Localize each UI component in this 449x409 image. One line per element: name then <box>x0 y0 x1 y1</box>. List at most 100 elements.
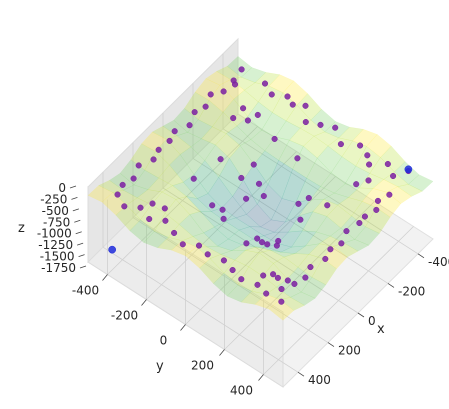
surface-patch <box>199 258 225 284</box>
scatter-point <box>121 203 128 210</box>
scatter-point <box>273 242 280 249</box>
surface-patch <box>283 253 310 268</box>
x-tick-mark <box>387 283 395 288</box>
y-tick-label: -400 <box>72 284 99 298</box>
surface-patch <box>182 174 209 199</box>
surface-patch <box>143 230 169 249</box>
surface-patch <box>278 139 304 170</box>
surface-patch <box>129 219 155 243</box>
surface-patch <box>190 138 216 161</box>
scatter-point <box>137 204 144 211</box>
surface-patch <box>352 129 378 147</box>
surface-patch <box>337 197 363 217</box>
y-tick-mark <box>102 274 108 281</box>
z-tick-mark <box>78 254 85 257</box>
surface-patch <box>318 235 345 247</box>
surface-patch <box>266 243 293 253</box>
x-tick-label: -200 <box>398 284 425 298</box>
surface-patch <box>199 211 226 228</box>
surface-patch <box>298 198 325 217</box>
surface-patch <box>369 157 395 180</box>
surface-patch <box>306 157 332 187</box>
surface-patch <box>187 119 213 140</box>
scatter-point <box>230 115 237 122</box>
surface-patch <box>276 278 302 298</box>
z-tick-label: -1750 <box>41 261 76 275</box>
surface-patch <box>312 198 339 217</box>
scatter-point <box>146 215 153 223</box>
scatter-point <box>294 155 301 162</box>
surface-patch <box>366 134 392 158</box>
surface-patch <box>347 187 374 202</box>
surface-patch <box>256 246 281 253</box>
surface-patch <box>192 232 219 248</box>
scatter-point <box>364 152 371 159</box>
z-tick-mark <box>77 242 84 246</box>
scatter-point <box>322 255 329 262</box>
z-tick-label: -1250 <box>38 238 73 252</box>
scatter-point <box>361 213 368 220</box>
surface-patch <box>338 126 364 142</box>
scatter-point <box>270 271 277 278</box>
scatter-point <box>374 197 382 204</box>
surface-patch <box>322 246 348 270</box>
scatter-point <box>171 229 178 236</box>
surface-patch <box>178 214 205 237</box>
surface-patch <box>161 185 188 200</box>
scatter-point <box>338 240 345 247</box>
surface-patch <box>158 164 184 186</box>
grid-line-x <box>102 246 299 373</box>
surface-patch <box>292 145 318 179</box>
surface-patch <box>304 231 331 247</box>
y-tick-mark <box>219 349 225 356</box>
scatter-point <box>356 219 363 227</box>
surface-patch <box>289 291 316 306</box>
surface-patch <box>343 239 370 252</box>
y-tick-label: 400 <box>230 384 253 398</box>
scatter-point <box>244 117 251 124</box>
surface-patch <box>144 150 170 179</box>
scatter-point <box>254 281 261 288</box>
y-tick-mark <box>180 324 186 331</box>
scatter-point <box>254 235 261 242</box>
scatter-point <box>284 93 291 100</box>
scatter-point <box>274 274 281 281</box>
surface-patch <box>240 290 267 305</box>
scatter-point <box>258 239 266 246</box>
scatter-point <box>217 156 224 163</box>
z-tick-mark <box>75 231 82 235</box>
scatter-point <box>268 91 275 98</box>
z-tick-label: -1500 <box>40 250 75 264</box>
surface-patch <box>284 199 311 223</box>
scatter-point <box>317 121 324 128</box>
scatter-point <box>135 162 142 169</box>
surface-patch <box>270 249 295 258</box>
axis-ticks: -400-2000200400-400-20002004000-250-500-… <box>37 181 449 398</box>
scatter-point <box>250 161 257 168</box>
scatter-point <box>229 266 236 274</box>
surface-patch <box>248 226 276 236</box>
surface-patch <box>309 186 335 201</box>
y-axis-label: y <box>156 359 164 374</box>
scatter-point <box>302 118 309 126</box>
scatter-point <box>390 172 397 180</box>
scatter-point <box>260 193 267 200</box>
scatter-point <box>305 194 312 202</box>
surface-patch <box>221 196 247 219</box>
surface-patch <box>122 184 149 199</box>
grid-line-y <box>263 226 414 375</box>
x-tick-label: -400 <box>428 255 449 269</box>
surface-patch <box>279 245 307 254</box>
scatter-point <box>324 202 331 209</box>
scatter-point <box>238 174 245 181</box>
scatter-point <box>278 298 285 305</box>
surface-patch <box>282 80 308 106</box>
scatter-point <box>263 290 270 297</box>
scatter-point <box>219 206 226 213</box>
surface-patch <box>115 204 141 232</box>
surface-patch <box>211 111 238 134</box>
scatter-point <box>384 160 391 168</box>
surface-patch <box>286 266 313 293</box>
surface-patch <box>213 220 240 240</box>
scatter-point <box>284 277 291 284</box>
